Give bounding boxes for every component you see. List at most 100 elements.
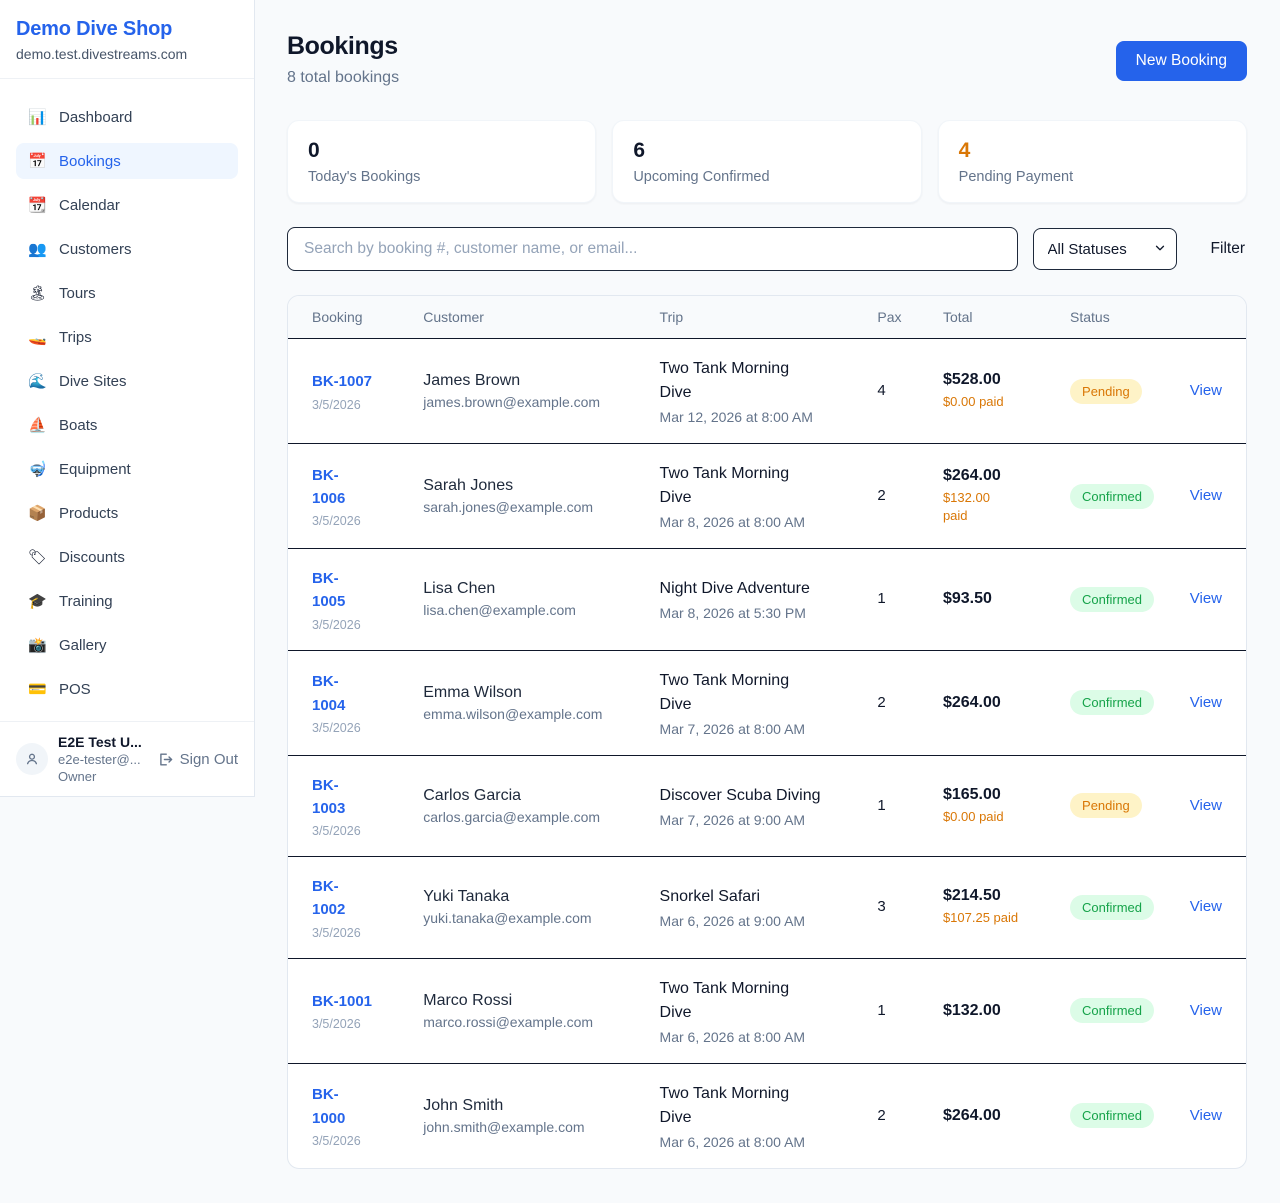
trip-datetime: Mar 6, 2026 at 8:00 AM [659,1133,806,1150]
booking-number-link[interactable]: BK-1003 [312,776,346,817]
sidebar-item-products[interactable]: 📦 Products [16,495,238,531]
new-booking-button[interactable]: New Booking [1115,41,1247,81]
bookings-table: Booking Customer Trip Pax Total Status B… [288,296,1246,1168]
trip-name: Two Tank Morning Dive [659,1084,790,1126]
filter-bar: All Statuses Filter [287,227,1247,271]
sidebar-item-label: Boats [59,416,98,434]
customer-name: Sarah Jones [423,477,514,494]
customer-name: Yuki Tanaka [423,888,510,906]
column-header-total: Total [942,296,1071,339]
sidebar-item-pos[interactable]: 💳 POS [16,671,238,707]
wave-icon: 🌊 [28,373,47,390]
stat-value: 4 [958,139,971,162]
booking-number-link[interactable]: BK-1000 [312,1086,346,1127]
customer-email: james.brown@example.com [423,394,601,410]
sidebar-item-bookings[interactable]: 📅 Bookings [16,143,238,179]
user-section: E2E Test U... e2e-tester@... Owner Sign … [0,721,254,796]
sidebar-item-customers[interactable]: 👥 Customers [16,231,238,267]
pax-count: 1 [877,1001,886,1019]
sidebar-item-dashboard[interactable]: 📊 Dashboard [16,99,238,135]
sidebar-item-discounts[interactable]: 🏷 Discounts [16,539,238,575]
trip-name: Snorkel Safari [659,888,761,906]
main-content: Bookings 8 total bookings New Booking 0 … [255,0,1280,1203]
trip-name: Two Tank Morning Dive [659,360,790,401]
calendar-date-icon: 📅 [28,153,47,170]
booking-number-link[interactable]: BK-1006 [312,466,346,507]
sidebar-item-trips[interactable]: 🚤 Trips [16,319,238,355]
sidebar-item-label: Products [59,504,119,522]
view-link[interactable]: View [1189,382,1222,399]
booking-number-link[interactable]: BK-1005 [312,570,346,611]
view-link[interactable]: View [1189,1106,1222,1124]
sailboat-icon: ⛵ [28,417,47,434]
paid-amount: $0.00 paid [942,808,1004,824]
view-link[interactable]: View [1189,1001,1222,1019]
status-select[interactable]: All Statuses [1032,228,1177,270]
booking-date: 3/5/2026 [312,824,361,838]
table-row: BK-1007 3/5/2026 James Brown james.brown… [288,338,1246,444]
sidebar-item-calendar[interactable]: 📆 Calendar [16,187,238,223]
customer-name: John Smith [423,1096,504,1114]
search-input[interactable] [287,227,1018,271]
table-row: BK-1000 3/5/2026 John Smith john.smith@e… [288,1063,1246,1168]
total-amount: $264.00 [942,1106,1001,1124]
sidebar-item-label: Bookings [59,152,121,170]
sidebar-item-equipment[interactable]: 🤿 Equipment [16,451,238,487]
customer-email: yuki.tanaka@example.com [423,910,592,927]
column-header-actions [1189,296,1246,339]
trip-datetime: Mar 7, 2026 at 9:00 AM [659,811,806,828]
customer-email: emma.wilson@example.com [423,705,603,722]
page-subtitle: 8 total bookings [287,69,400,86]
total-amount: $165.00 [942,785,1001,803]
view-link[interactable]: View [1189,487,1222,504]
status-badge: Pending [1070,378,1142,404]
customer-name: Lisa Chen [423,580,496,598]
customer-email: john.smith@example.com [423,1118,585,1135]
stat-value: 0 [308,139,320,162]
trip-name: Night Dive Adventure [659,580,810,598]
package-icon: 📦 [28,505,47,522]
sidebar-item-dive-sites[interactable]: 🌊 Dive Sites [16,363,238,399]
booking-number-link[interactable]: BK-1002 [312,878,346,919]
column-header-customer: Customer [423,296,660,339]
sidebar-item-gallery[interactable]: 📸 Gallery [16,627,238,663]
sidebar-item-label: Trips [59,328,92,346]
booking-number-link[interactable]: BK-1004 [312,673,346,714]
brand-domain: demo.test.divestreams.com [16,46,188,62]
sidebar-item-label: Dive Sites [59,372,127,390]
customer-name: Emma Wilson [423,683,522,701]
stat-card-upcoming-confirmed: 6 Upcoming Confirmed [612,120,922,203]
sidebar-item-label: Training [59,592,113,610]
pax-count: 2 [877,1106,886,1124]
trip-datetime: Mar 6, 2026 at 9:00 AM [659,913,806,930]
booking-number-link[interactable]: BK-1007 [312,373,373,391]
total-amount: $93.50 [942,590,992,608]
view-link[interactable]: View [1189,590,1222,608]
column-header-booking: Booking [288,296,424,339]
table-row: BK-1006 3/5/2026 Sarah Jones sarah.jones… [288,443,1246,549]
trip-datetime: Mar 7, 2026 at 8:00 AM [659,720,806,737]
sign-out-button[interactable]: Sign Out [157,751,238,768]
view-link[interactable]: View [1189,898,1222,916]
sidebar-item-tours[interactable]: 🏝 Tours [16,275,238,311]
bookings-table-card: Booking Customer Trip Pax Total Status B… [287,295,1247,1169]
table-row: BK-1002 3/5/2026 Yuki Tanaka yuki.tanaka… [288,856,1246,959]
trip-name: Discover Scuba Diving [659,786,821,804]
paid-amount: $132.00 paid [942,489,990,523]
sidebar: Demo Dive Shop demo.test.divestreams.com… [0,0,255,797]
sidebar-item-boats[interactable]: ⛵ Boats [16,407,238,443]
user-info: E2E Test U... e2e-tester@... Owner [58,734,147,784]
brand-name: Demo Dive Shop [16,18,173,40]
trip-datetime: Mar 6, 2026 at 8:00 AM [659,1028,806,1045]
sidebar-item-training[interactable]: 🎓 Training [16,583,238,619]
booking-number-link[interactable]: BK-1001 [312,992,373,1010]
filter-button[interactable]: Filter [1209,234,1247,264]
sidebar-item-label: Calendar [59,196,120,214]
booking-date: 3/5/2026 [312,925,361,940]
customer-email: carlos.garcia@example.com [423,808,601,825]
view-link[interactable]: View [1189,796,1222,814]
sidebar-item-label: Dashboard [59,108,133,126]
view-link[interactable]: View [1189,693,1222,711]
stat-card-todays-bookings: 0 Today's Bookings [287,120,597,203]
